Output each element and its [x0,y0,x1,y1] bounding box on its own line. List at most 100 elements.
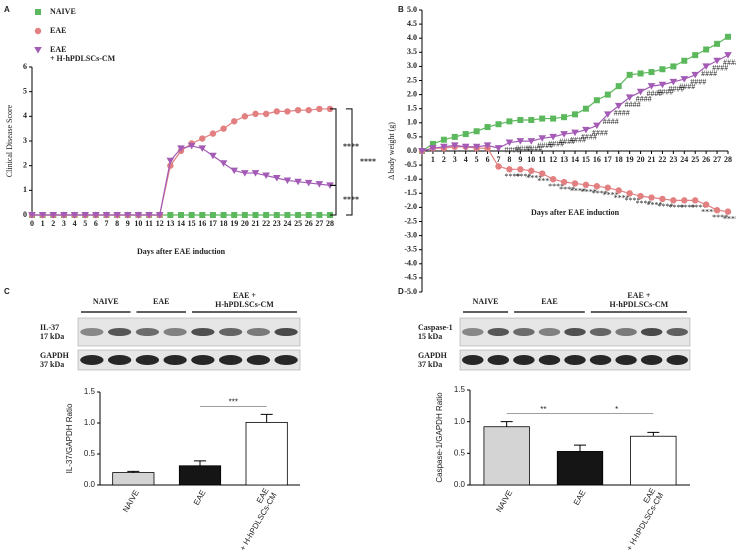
marker [572,111,578,118]
value-label: **** [712,213,728,222]
y-tick-label: 5 [23,86,27,95]
value-label: **** [537,176,553,185]
marker [81,212,90,219]
marker [241,170,249,177]
marker [263,212,270,218]
marker [49,212,58,219]
y-axis-label: Caspase-1/GAPDH Ratio [435,392,444,483]
significance-label: **** [343,195,359,204]
x-tick-label: 2 [442,155,446,164]
y-tick-label: 1.5 [84,387,96,396]
marker [198,145,207,152]
marker [714,40,721,47]
blot-band [640,328,663,336]
marker [262,110,270,118]
blot-band [107,355,132,365]
y-tick-label: 1.5 [454,385,466,394]
marker [527,138,536,145]
marker [528,167,535,174]
marker [560,131,568,138]
marker [625,94,634,101]
value-label: #### [548,140,564,149]
bar [178,465,222,486]
x-tick-label: 14 [571,155,579,164]
marker [670,197,677,204]
marker [28,212,36,219]
blot-band [274,328,298,336]
y-tick-label: 5.0 [407,5,417,14]
blot-strip [77,349,301,371]
y-tick-label: 0.0 [84,480,96,489]
y-tick-label: 2.5 [407,75,417,84]
x-tick-label: 4 [73,219,77,228]
x-tick-label: 26 [702,155,710,164]
marker [241,212,248,218]
x-tick-label: 23 [273,219,281,228]
blot-band [218,328,243,336]
marker [647,83,656,90]
y-axis-label: Δ body weight (g) [387,122,396,180]
x-tick-label: 11 [538,155,546,164]
marker [636,88,645,96]
marker [418,148,426,155]
marker [461,143,470,151]
y-tick-label: 1.0 [84,418,96,427]
x-tick-label: 12 [156,219,164,228]
marker [495,163,502,170]
blot-band [513,355,535,365]
marker [188,212,195,218]
value-label: #### [679,82,695,91]
x-tick-label: 10 [527,155,535,164]
marker [538,135,547,142]
marker [506,118,513,125]
value-label: #### [614,109,630,118]
marker [560,178,568,186]
x-tick-label: 19 [626,155,634,164]
y-tick-label: 0.5 [454,448,466,457]
marker [450,142,459,149]
error-bar [260,413,273,423]
blot-band [666,355,688,365]
marker [670,63,677,70]
marker [669,78,678,86]
value-label: #### [559,137,575,146]
marker [35,9,41,15]
value-label: #### [625,100,641,109]
x-tick-label: 1 [41,219,45,228]
panel-letter: B [398,5,404,14]
value-label: **** [701,207,717,216]
x-tick-label: 1 [431,155,435,164]
value-label: **** [548,182,564,191]
marker [539,170,546,177]
y-tick-label: 1.0 [407,118,417,127]
blot-band [246,355,271,365]
significance-label: *** [229,397,238,406]
x-tick-label: 12 [549,155,557,164]
x-tick-label: 16 [593,155,601,164]
y-tick-label: 0 [23,210,27,219]
marker [252,110,259,118]
significance-bracket [346,108,353,216]
marker [145,212,153,219]
marker [550,115,557,122]
y-tick-label: 1.0 [454,417,466,426]
value-label: **** [647,200,663,209]
marker [209,130,217,137]
x-tick-label: 2 [51,219,55,228]
value-label: **** [570,186,586,195]
blot-band [163,328,187,336]
y-tick-label: 1.5 [407,104,417,113]
y-tick-label: -0.5 [404,160,417,169]
panel-letter: C [4,287,10,296]
x-tick-label: 8 [115,219,119,228]
significance-label: **** [343,142,359,151]
value-label: **** [592,189,608,198]
significance-label: * [615,405,618,414]
blot-band [487,355,510,365]
value-label: #### [636,95,652,104]
blot-band [462,328,484,336]
blot-band [615,355,637,365]
marker [539,115,546,122]
marker [429,145,437,152]
x-tick-label: 25 [691,155,699,164]
